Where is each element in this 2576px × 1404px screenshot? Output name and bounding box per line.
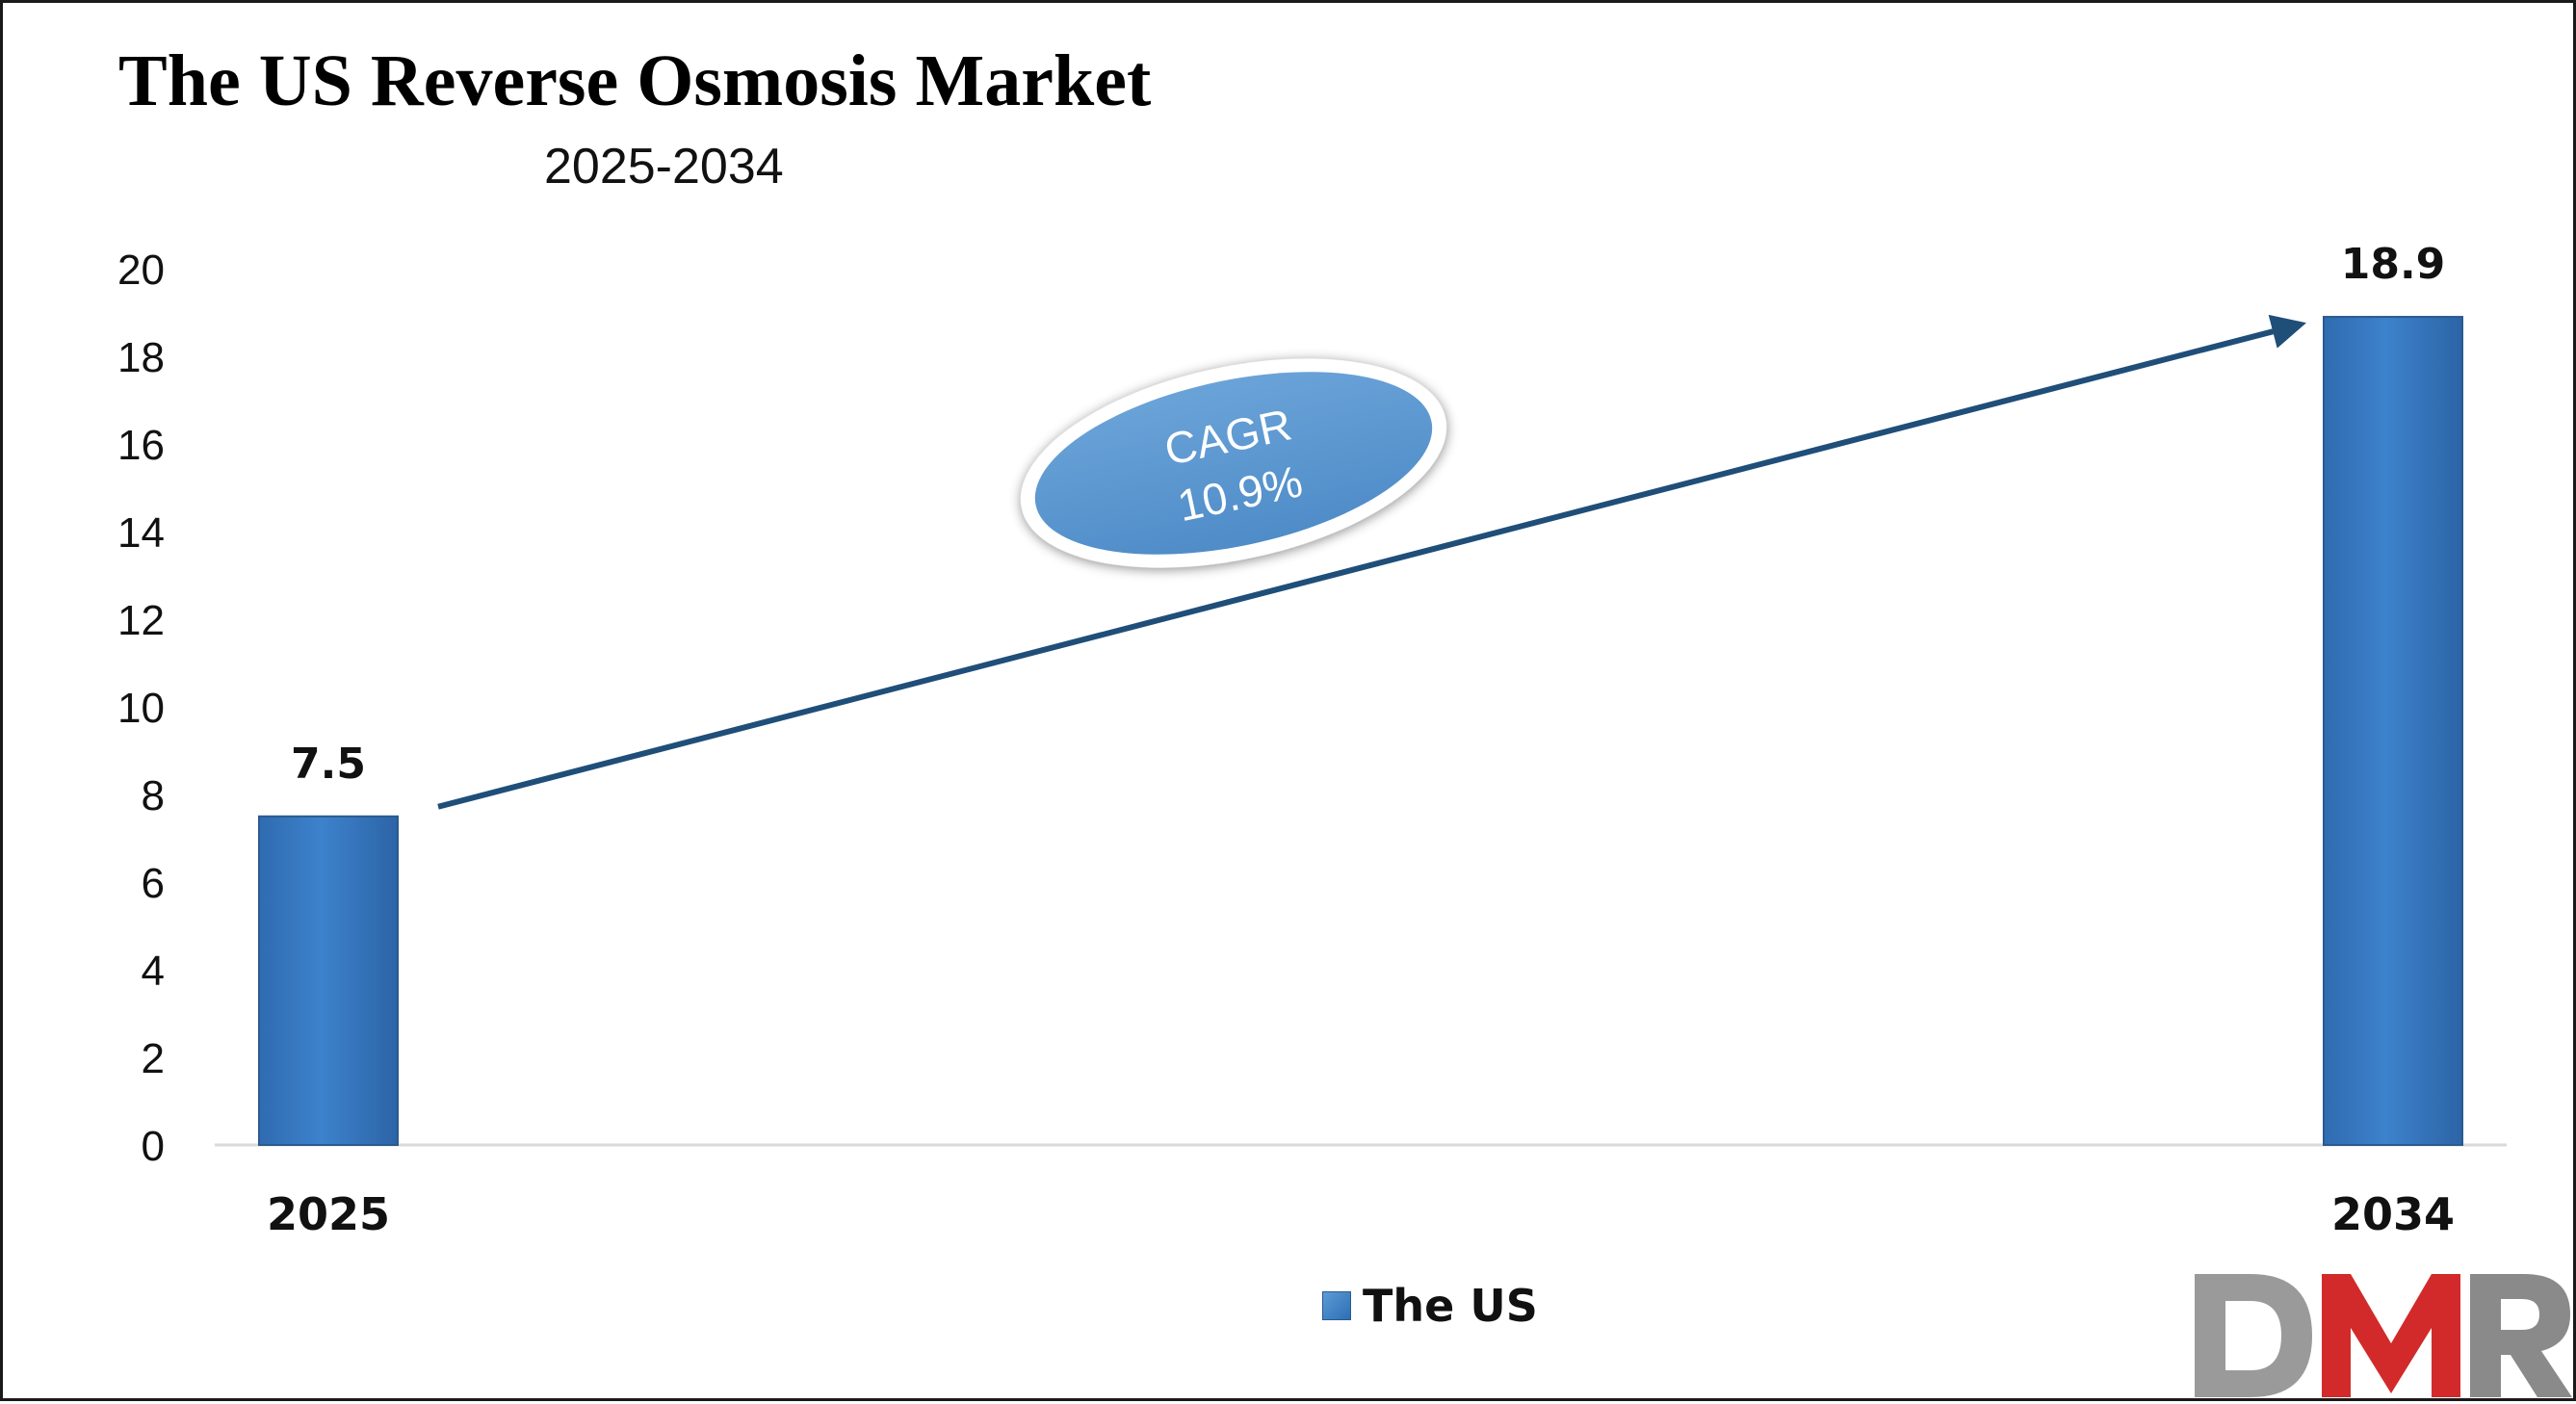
- y-tick-label: 18: [117, 334, 165, 381]
- y-tick-label: 2: [142, 1035, 165, 1082]
- chart-title: The US Reverse Osmosis Market: [118, 40, 1152, 121]
- chart-subtitle: 2025-2034: [544, 139, 784, 195]
- legend-swatch: [1322, 1291, 1351, 1320]
- dmr-logo: [2195, 1274, 2572, 1397]
- data-label: 18.9: [2341, 240, 2446, 289]
- cagr-badge: CAGR 10.9%: [1020, 358, 1447, 568]
- y-tick-label: 14: [117, 509, 165, 557]
- y-tick-label: 8: [142, 772, 165, 819]
- y-tick-label: 12: [117, 597, 165, 644]
- data-label: 7.5: [291, 740, 366, 789]
- y-tick-label: 16: [117, 422, 165, 469]
- x-tick-label: 2034: [2331, 1188, 2455, 1240]
- y-tick-label: 0: [142, 1123, 165, 1170]
- legend-label: The US: [1363, 1280, 1538, 1332]
- y-tick-label: 10: [117, 685, 165, 732]
- bar-2025: [258, 815, 399, 1146]
- growth-arrow: [437, 314, 2306, 810]
- x-tick-label: 2025: [267, 1188, 390, 1240]
- y-tick-label: 4: [142, 948, 165, 995]
- bar-2034: [2323, 316, 2463, 1146]
- legend: The US: [1322, 1280, 1538, 1332]
- y-tick-label: 6: [142, 860, 165, 907]
- y-tick-label: 20: [117, 247, 165, 294]
- bar-chart: 0 2 4 6 8 10 12 14 16 18 20 7.5 18.9 2025 2034 CAGR …: [117, 240, 2507, 1240]
